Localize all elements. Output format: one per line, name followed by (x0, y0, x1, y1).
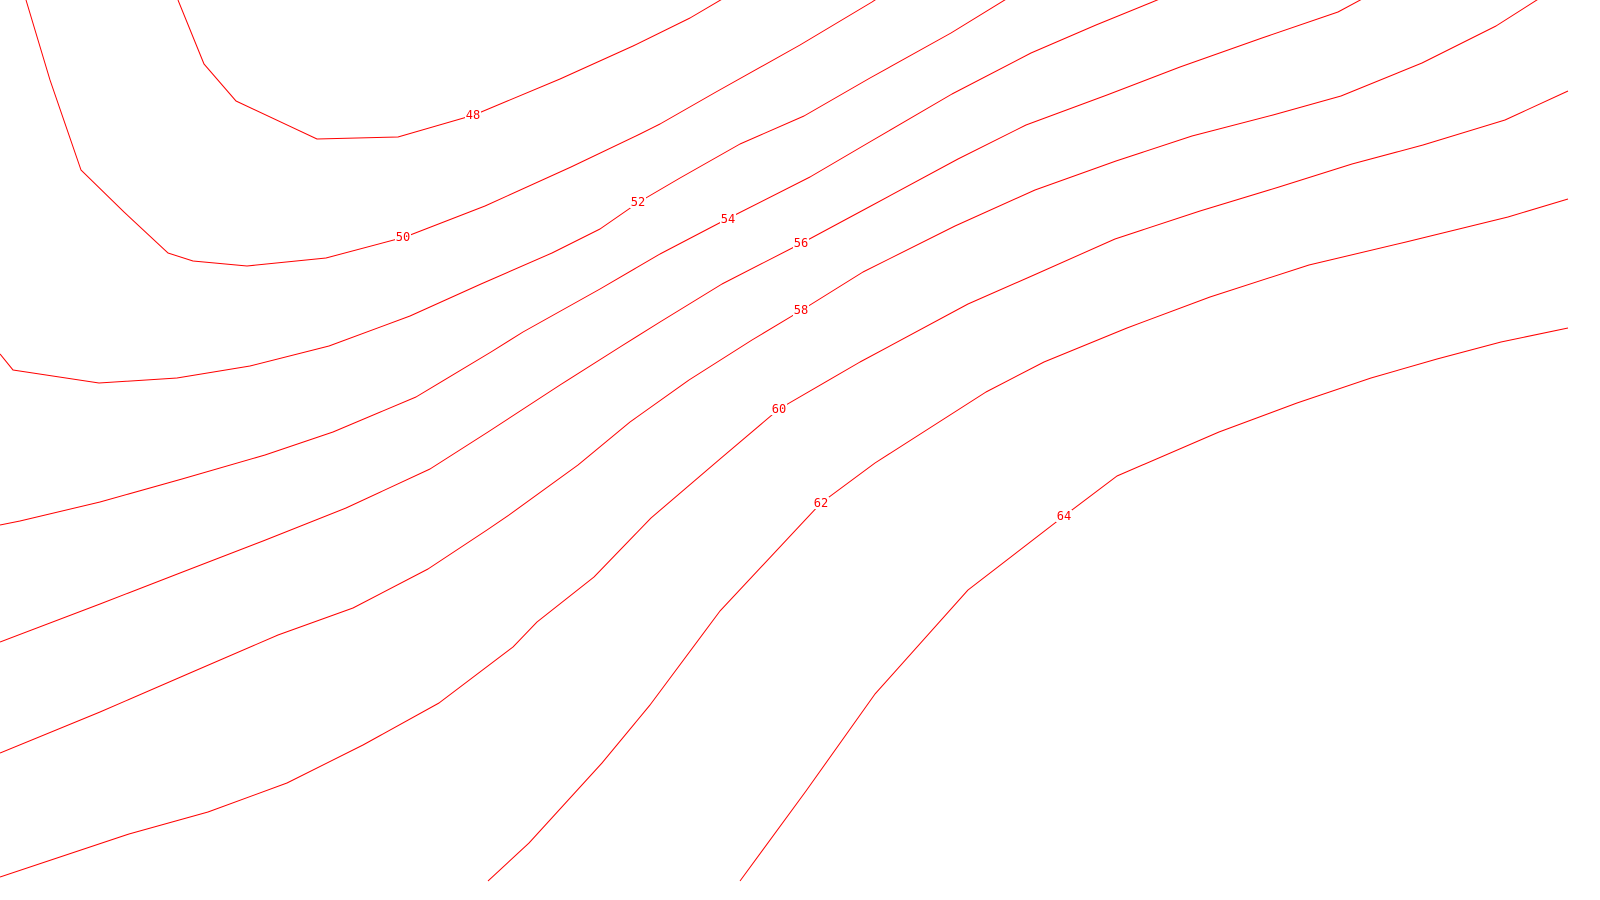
contour-line-54 (0, 0, 1159, 526)
contour-line-62 (487, 198, 1569, 882)
contour-line-52 (0, 0, 1006, 384)
contour-line-56 (0, 0, 1362, 643)
contour-label-background-58 (793, 304, 809, 316)
contour-label-56: 56 (794, 236, 808, 250)
contour-label-64: 64 (1057, 509, 1071, 523)
contour-label-background-50 (395, 231, 411, 243)
contour-label-background-60 (771, 403, 787, 415)
contour-line-58 (0, 0, 1538, 754)
contour-label-background-62 (813, 497, 829, 509)
contour-label-62: 62 (814, 496, 828, 510)
contour-label-background-48 (465, 109, 481, 121)
contour-label-60: 60 (772, 402, 786, 416)
contour-label-background-54 (720, 213, 736, 225)
contour-label-background-52 (630, 196, 646, 208)
contour-lines (0, 0, 1569, 882)
contour-label-52: 52 (631, 195, 645, 209)
contour-line-60 (0, 90, 1569, 878)
contour-line-48 (177, 0, 722, 140)
contour-labels: 48 50 52 54 56 58 60 62 64 (395, 108, 1072, 523)
contour-line-64 (739, 327, 1569, 882)
contour-label-background-64 (1056, 510, 1072, 522)
contour-line-50 (25, 0, 876, 267)
contour-label-58: 58 (794, 303, 808, 317)
contour-label-50: 50 (396, 230, 410, 244)
contour-label-54: 54 (721, 212, 735, 226)
contour-label-background-56 (793, 237, 809, 249)
contour-label-48: 48 (466, 108, 480, 122)
